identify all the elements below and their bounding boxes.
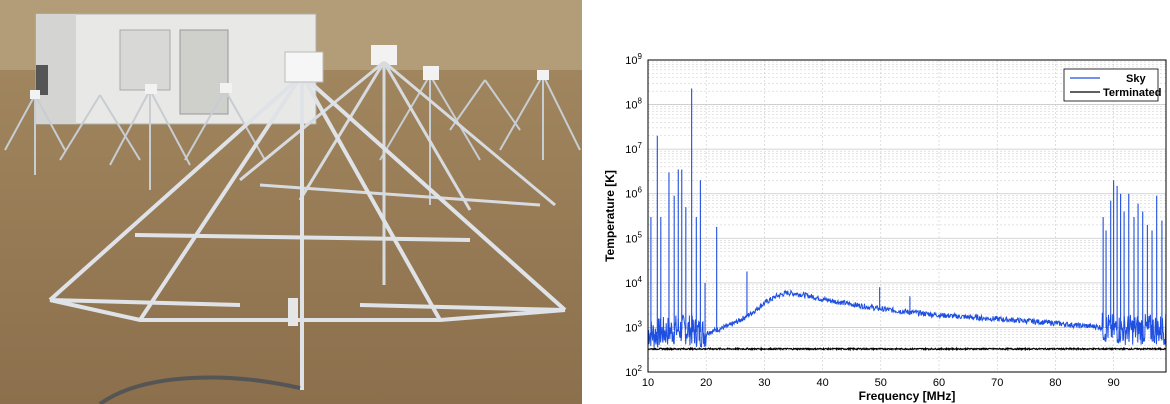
y-tick-label: 103 [625, 319, 642, 334]
ground-cable [98, 375, 301, 404]
x-tick-label: 10 [642, 377, 654, 389]
legend-box [1063, 68, 1159, 102]
x-tick-labels: 10 20 30 40 50 60 70 80 90 [642, 377, 1120, 389]
legend-sky-label: Sky [1126, 73, 1146, 85]
mast-box [288, 298, 298, 326]
sky-line [647, 289, 1167, 348]
plot-frame [647, 59, 1167, 373]
y-axis-label: Temperature [K] [603, 170, 617, 262]
mid-antenna [239, 60, 556, 285]
x-tick-label: 70 [991, 377, 1003, 389]
foreground-antenna [48, 73, 567, 390]
y-tick-label: 108 [625, 97, 642, 112]
x-tick-label: 30 [758, 377, 770, 389]
equipment-shelter [35, 13, 317, 125]
x-tick-label: 40 [816, 377, 828, 389]
x-tick-label: 90 [1107, 377, 1119, 389]
y-tick-label: 109 [625, 52, 642, 67]
y-tick-label: 102 [625, 364, 642, 379]
y-tick-label: 105 [625, 230, 642, 245]
spectrum-chart: 10 20 30 40 50 60 70 80 90 102 103 104 105 106 107 108… [603, 52, 1167, 403]
y-tick-label: 106 [625, 186, 642, 201]
terminated-line [647, 346, 1167, 352]
x-tick-label: 60 [933, 377, 945, 389]
y-tick-labels: 102 103 104 105 106 107 108 109 [625, 52, 642, 379]
y-tick-label: 104 [625, 275, 642, 290]
terminated-series [647, 346, 1167, 352]
x-tick-label: 20 [700, 377, 712, 389]
x-tick-label: 80 [1049, 377, 1061, 389]
antenna-array-photo [0, 0, 582, 404]
background-antennas [4, 74, 581, 205]
x-tick-label: 50 [875, 377, 887, 389]
legend-terminated-label: Terminated [1103, 87, 1161, 99]
foreground-antenna-pod [284, 51, 324, 83]
legend: Sky Terminated [1063, 68, 1161, 102]
x-axis-label: Frequency [MHz] [859, 389, 956, 403]
sky-series [647, 88, 1167, 348]
background-antenna-pods [30, 45, 549, 99]
y-tick-label: 107 [625, 141, 642, 156]
